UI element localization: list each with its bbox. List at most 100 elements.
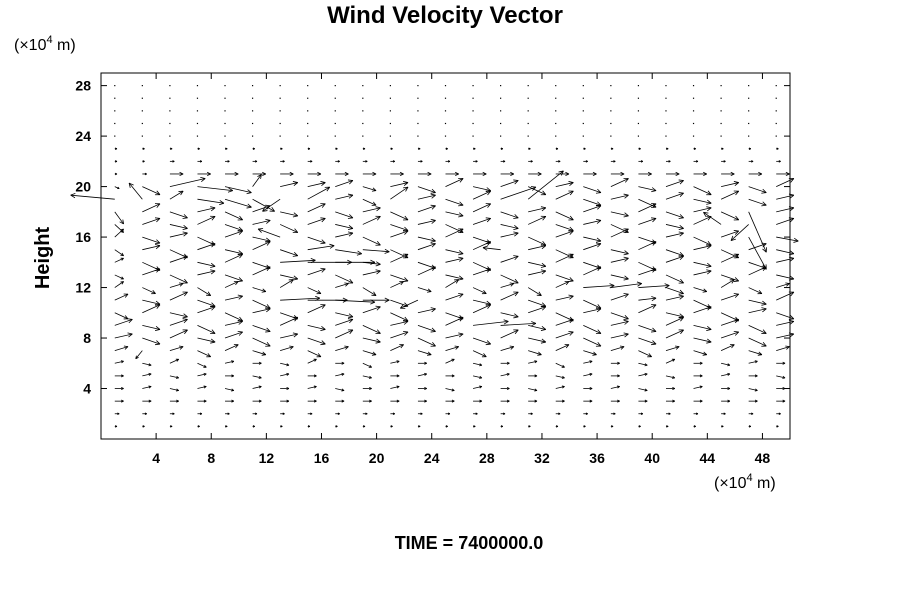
wind-vector <box>610 193 629 200</box>
wind-vector <box>390 274 409 282</box>
wind-vector <box>196 135 199 137</box>
wind-vector <box>307 412 313 415</box>
wind-vector <box>390 330 409 339</box>
wind-vector <box>748 350 763 356</box>
y-tick-label: 8 <box>83 330 91 346</box>
wind-vector <box>417 147 421 150</box>
y-unit-prefix: (×10 <box>14 37 47 54</box>
wind-vector <box>500 399 510 403</box>
wind-vector <box>224 198 252 209</box>
wind-vector <box>417 399 427 403</box>
wind-vector <box>445 316 464 326</box>
wind-vector <box>610 178 629 187</box>
wind-vector <box>334 110 336 112</box>
wind-vector <box>417 261 436 270</box>
wind-vector <box>252 399 262 403</box>
wind-vector <box>665 294 684 301</box>
wind-vector <box>720 279 735 288</box>
wind-vector <box>252 171 266 177</box>
wind-vector <box>445 412 451 415</box>
wind-vector <box>389 122 391 125</box>
wind-vector <box>555 211 574 221</box>
wind-vector <box>307 325 326 331</box>
wind-vector <box>169 177 206 187</box>
wind-vector <box>637 135 640 137</box>
wind-vector <box>555 249 574 259</box>
wind-vector <box>703 211 722 225</box>
y-tick-label: 12 <box>75 280 91 296</box>
wind-vector <box>169 291 188 301</box>
wind-vector <box>665 122 667 125</box>
wind-vector <box>776 332 795 339</box>
wind-vector <box>224 360 235 364</box>
y-unit-label: (×104 m) <box>14 34 76 54</box>
wind-vector <box>693 299 712 309</box>
wind-vector <box>582 85 584 87</box>
wind-vector <box>472 110 474 112</box>
wind-vector <box>693 198 712 205</box>
wind-vector <box>638 147 641 150</box>
wind-vector <box>500 186 537 200</box>
wind-vector <box>335 312 354 319</box>
wind-vector <box>693 425 696 428</box>
wind-vector <box>362 206 381 213</box>
wind-vector <box>307 122 309 125</box>
wind-vector <box>169 160 175 163</box>
wind-vector <box>142 160 145 163</box>
wind-vector <box>142 362 152 367</box>
wind-vector <box>665 345 680 352</box>
wind-vector <box>555 85 557 87</box>
wind-vector <box>583 387 593 391</box>
wind-vector <box>775 135 777 137</box>
wind-vector <box>748 135 750 137</box>
wind-vector <box>307 97 309 99</box>
wind-vector <box>335 249 362 256</box>
wind-vector <box>472 97 474 99</box>
chart-title: Wind Velocity Vector <box>327 2 563 29</box>
wind-vector <box>390 230 409 238</box>
wind-vector <box>141 85 143 87</box>
wind-vector <box>472 190 492 200</box>
wind-vector <box>638 186 657 193</box>
wind-vector <box>307 425 311 428</box>
wind-vector <box>721 387 731 391</box>
wind-vector <box>197 261 216 268</box>
wind-vector <box>693 160 699 163</box>
wind-vector <box>224 211 243 221</box>
wind-vector <box>251 110 254 112</box>
wind-vector <box>141 135 143 137</box>
wind-vector <box>748 122 750 125</box>
wind-vector <box>169 274 188 284</box>
wind-vector <box>638 283 670 289</box>
wind-vector <box>555 160 561 163</box>
wind-vector <box>335 425 338 428</box>
wind-vector <box>445 249 464 256</box>
wind-vector <box>307 186 331 200</box>
wind-vector <box>638 337 657 346</box>
wind-vector <box>500 160 506 163</box>
wind-vector <box>721 160 726 163</box>
wind-vector <box>417 171 432 177</box>
wind-vector <box>390 249 409 259</box>
wind-vector <box>637 97 640 99</box>
wind-vector <box>142 236 161 245</box>
wind-vector <box>693 350 708 356</box>
wind-vector <box>197 425 200 428</box>
axis-ticks <box>101 73 790 439</box>
wind-vector <box>472 337 491 346</box>
wind-vector <box>445 256 464 263</box>
wind-vector <box>638 171 652 177</box>
wind-vector <box>720 312 740 322</box>
wind-vector <box>225 160 230 163</box>
wind-vector <box>583 399 593 403</box>
wind-vector <box>362 186 377 192</box>
wind-vector <box>197 160 203 163</box>
wind-vector <box>665 387 675 391</box>
wind-vector <box>693 171 707 177</box>
wind-vector <box>417 412 423 415</box>
wind-vector <box>721 147 724 150</box>
wind-vector <box>169 312 188 319</box>
wind-vector <box>665 110 667 112</box>
wind-vector <box>555 425 559 428</box>
wind-vector <box>389 135 391 137</box>
